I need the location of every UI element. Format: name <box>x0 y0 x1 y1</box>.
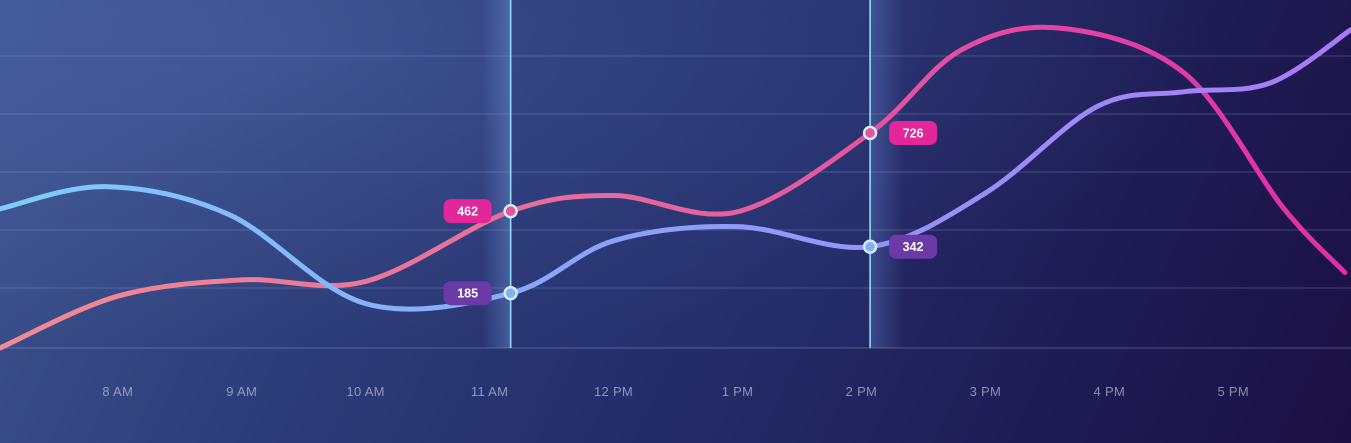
value-badge: 462 <box>443 199 492 224</box>
value-badge-label: 185 <box>457 287 478 301</box>
value-badge-bg <box>443 281 492 306</box>
x-tick-label: 2 PM <box>846 384 878 399</box>
value-badge-bg <box>889 234 938 259</box>
data-point-upper-1[interactable] <box>503 203 518 219</box>
value-badge-bg <box>443 199 492 224</box>
x-tick-label: 10 AM <box>346 384 384 399</box>
value-badge: 726 <box>889 120 938 145</box>
series-line-upper <box>0 24 1348 351</box>
x-axis-ticks: 8 AM 9 AM 10 AM 11 AM 12 PM 1 PM 2 PM 3 PM 4 PM 5… <box>102 384 1249 399</box>
x-tick-label: 11 AM <box>471 384 508 399</box>
badges-layer: 462 185 726 342 <box>443 120 938 306</box>
data-point-upper-3[interactable] <box>862 125 878 141</box>
points-layer <box>503 125 878 301</box>
data-point-lower-4[interactable] <box>862 239 878 254</box>
x-tick-label: 9 AM <box>226 384 257 399</box>
band-edge-right <box>870 0 905 348</box>
x-tick-label: 8 AM <box>102 384 133 399</box>
x-tick-label: 4 PM <box>1094 384 1126 399</box>
series-layer <box>0 24 1351 351</box>
value-badge: 185 <box>443 281 492 306</box>
x-tick-label: 5 PM <box>1217 384 1249 399</box>
value-badge-label: 462 <box>457 205 478 219</box>
value-badge-label: 726 <box>903 126 924 140</box>
x-tick-label: 1 PM <box>722 384 754 399</box>
series-line-lower <box>0 27 1351 312</box>
value-badge-label: 342 <box>903 240 924 254</box>
x-tick-label: 12 PM <box>594 384 633 399</box>
x-tick-label: 3 PM <box>970 384 1002 399</box>
highlight-band <box>482 0 905 348</box>
data-point-lower-2[interactable] <box>503 286 518 301</box>
value-badge: 342 <box>889 234 938 259</box>
value-badge-bg <box>889 120 938 145</box>
